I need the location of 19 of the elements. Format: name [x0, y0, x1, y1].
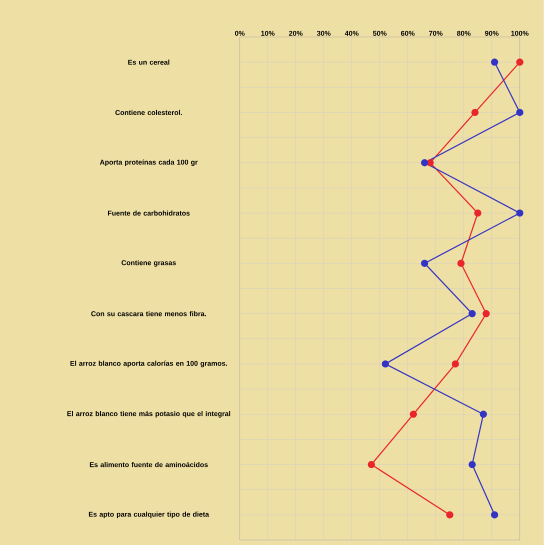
- point: [468, 310, 476, 318]
- point: [516, 108, 524, 116]
- point: [368, 460, 376, 468]
- point: [421, 260, 428, 267]
- point: [491, 511, 498, 518]
- point: [516, 58, 524, 66]
- point: [421, 159, 428, 166]
- point: [482, 310, 490, 318]
- point: [516, 209, 524, 217]
- point: [410, 410, 418, 418]
- point: [446, 511, 454, 518]
- point: [457, 260, 465, 267]
- point: [491, 58, 498, 66]
- point: [474, 209, 482, 217]
- point: [471, 108, 479, 116]
- point: [382, 360, 390, 368]
- point: [480, 410, 488, 418]
- point: [452, 360, 460, 368]
- point: [468, 460, 476, 468]
